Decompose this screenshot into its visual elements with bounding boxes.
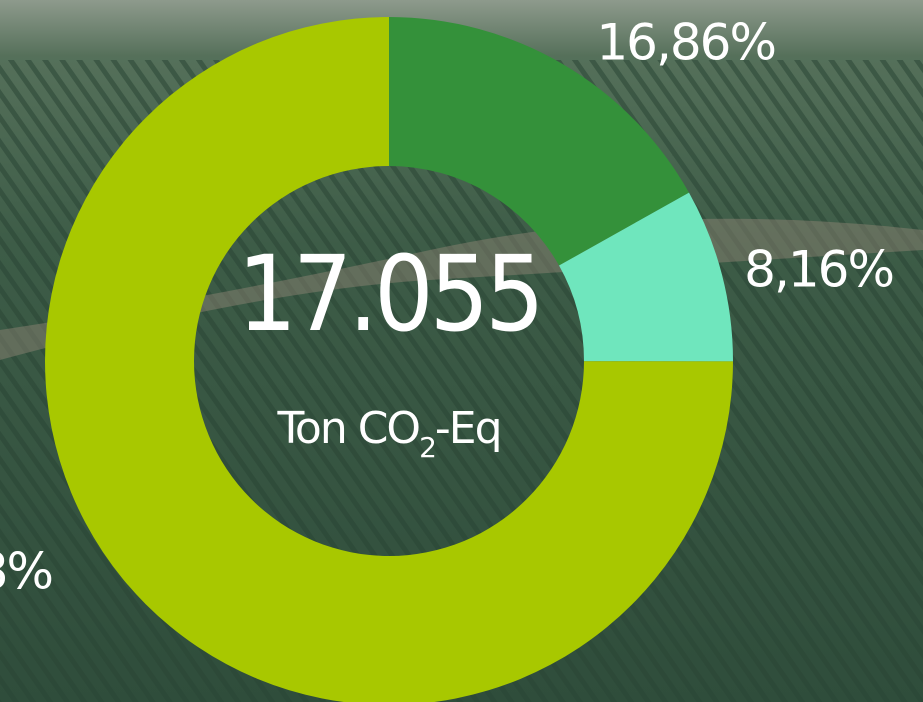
donut-segment (559, 192, 734, 362)
center-value: 17.055 (237, 233, 540, 355)
data-label: 74,98% (0, 543, 52, 601)
data-label: 16,86% (596, 14, 775, 72)
unit-subscript: 2 (419, 431, 435, 464)
donut-segment (45, 17, 733, 702)
labels: 16,86% 8,16% 74,98% (0, 14, 895, 601)
center-unit: Ton CO2-Eq (277, 403, 501, 464)
donut (45, 17, 734, 702)
data-label: 8,16% (744, 241, 893, 299)
unit-text: -Eq (435, 403, 501, 454)
donut-segment (389, 17, 689, 266)
unit-text: Ton CO (277, 403, 420, 454)
